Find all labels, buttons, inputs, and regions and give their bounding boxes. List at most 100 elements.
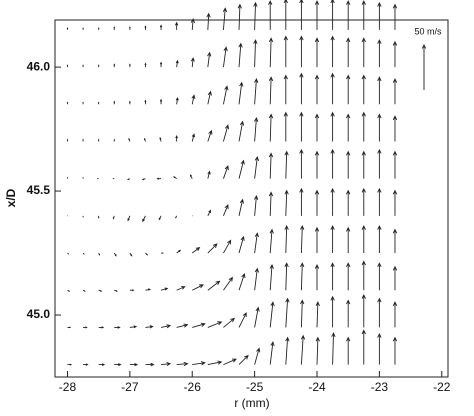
vector-arrow — [361, 293, 366, 328]
vector-arrow — [330, 225, 335, 254]
vector-arrow — [330, 0, 335, 30]
vector-arrow — [238, 312, 247, 328]
vector-arrow — [283, 111, 288, 142]
vector-arrow — [192, 361, 206, 366]
vector-arrow — [173, 176, 177, 180]
y-tick-label: 46.0 — [27, 59, 51, 73]
x-tick-label: -26 — [184, 380, 202, 394]
y-axis-label: x/D — [4, 188, 18, 207]
vector-arrow — [223, 204, 229, 217]
vector-arrow — [283, 35, 288, 68]
vector-arrow — [330, 35, 335, 68]
vector-arrow — [377, 225, 382, 254]
vector-arrow — [223, 358, 237, 366]
vector-arrow — [346, 189, 351, 216]
vector-arrow — [253, 39, 258, 68]
vector-arrow — [254, 232, 259, 254]
vector-arrow — [346, 37, 351, 68]
vector-arrow — [330, 295, 335, 328]
vector-arrow — [128, 137, 131, 142]
vector-arrow — [141, 178, 146, 181]
vector-arrow — [207, 129, 213, 142]
vector-arrow — [128, 100, 131, 105]
vector-arrow — [98, 252, 101, 256]
vector-arrow — [284, 150, 289, 179]
vector-arrow — [66, 64, 69, 68]
vector-arrow — [392, 150, 398, 179]
vector-arrow — [191, 133, 196, 142]
vector-arrow — [175, 96, 179, 105]
vector-arrow — [253, 195, 259, 216]
vector-arrow — [392, 265, 398, 291]
vector-arrow — [190, 18, 195, 30]
vector-arrow — [285, 297, 290, 328]
vector-arrow — [254, 78, 259, 105]
vector-arrow — [129, 252, 133, 257]
vector-arrow — [190, 57, 195, 68]
vector-arrow — [97, 27, 100, 30]
x-tick-label: -22 — [433, 380, 451, 394]
vector-arrow — [238, 198, 244, 216]
vector-arrow — [127, 215, 131, 222]
vector-arrow — [114, 326, 121, 329]
vector-arrow — [114, 363, 122, 367]
vector-arrow — [66, 27, 69, 30]
vector-arrow — [176, 323, 189, 328]
vector-arrow — [144, 99, 147, 105]
vector-arrow — [207, 170, 211, 179]
vector-arrow — [114, 289, 118, 292]
vector-arrow — [145, 325, 154, 329]
y-tick-label: 45.0 — [27, 307, 51, 321]
vector-arrow — [237, 3, 242, 30]
vector-arrow — [67, 289, 71, 292]
vector-arrow — [207, 209, 211, 217]
vector-arrow — [299, 72, 304, 105]
vector-arrow — [346, 113, 351, 142]
vector-arrow — [238, 235, 245, 254]
vector-arrow — [238, 42, 243, 68]
vector-arrow — [330, 72, 335, 105]
vector-arrow — [128, 63, 131, 68]
vector-arrow — [268, 113, 274, 142]
vector-arrow — [144, 25, 147, 30]
vector-arrow — [82, 27, 84, 30]
vector-arrow — [361, 150, 366, 179]
vector-arrow — [159, 61, 163, 68]
x-tick-label: -27 — [121, 380, 139, 394]
vector-arrow — [129, 289, 135, 292]
vector-arrow — [315, 336, 320, 365]
vector-arrow — [98, 363, 106, 366]
vector-arrow — [392, 115, 398, 142]
vector-arrow — [314, 189, 320, 216]
vector-arrow — [113, 138, 115, 142]
vector-arrow — [346, 74, 351, 105]
vector-arrow — [300, 262, 305, 291]
vector-arrow — [175, 215, 178, 219]
vector-arrow — [223, 317, 236, 328]
vector-arrow — [238, 159, 245, 179]
vector-arrow — [300, 299, 305, 328]
vector-arrow — [83, 326, 88, 329]
vector-arrow — [269, 228, 274, 254]
vector-arrow — [113, 63, 116, 68]
vector-arrow — [82, 252, 85, 255]
vector-arrow — [238, 273, 246, 291]
vector-arrow — [176, 249, 182, 254]
vector-arrow — [377, 262, 382, 291]
vector-arrow — [346, 0, 351, 30]
vector-arrow — [113, 252, 117, 257]
vector-arrow — [67, 252, 70, 255]
vector-arrow — [156, 177, 162, 180]
vector-arrow — [82, 138, 84, 142]
y-tick-label: 45.5 — [27, 183, 51, 197]
vector-arrow — [223, 165, 229, 179]
vector-arrow — [144, 62, 147, 68]
vector-arrow — [377, 332, 382, 365]
vector-arrow — [346, 336, 351, 365]
vector-arrow — [377, 1, 382, 30]
vector-arrow — [223, 239, 232, 254]
vector-arrow — [97, 101, 100, 105]
vector-arrow — [392, 78, 398, 105]
vector-arrow — [330, 262, 335, 291]
vector-arrow — [300, 334, 306, 365]
